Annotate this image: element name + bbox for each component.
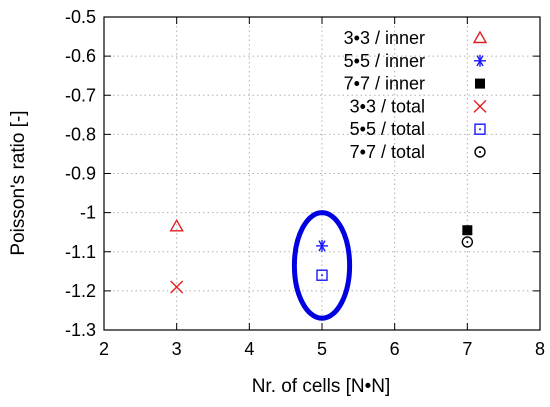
data-point-series-6 bbox=[461, 236, 474, 248]
x-tick-label: 4 bbox=[244, 339, 254, 359]
legend-label: 7•7 / inner bbox=[344, 74, 425, 94]
y-tick-label: -0.9 bbox=[65, 164, 96, 184]
x-axis-label: Nr. of cells [N•N] bbox=[252, 376, 391, 397]
data-point-series-3 bbox=[462, 225, 473, 236]
legend-label: 7•7 / total bbox=[350, 142, 425, 162]
y-tick-label: -1 bbox=[80, 203, 96, 223]
legend-label: 3•3 / total bbox=[350, 96, 425, 116]
x-tick-label: 7 bbox=[462, 339, 472, 359]
legend-label: 5•5 / total bbox=[350, 119, 425, 139]
data-point-series-5 bbox=[316, 269, 328, 281]
highlight-ellipse-shape bbox=[291, 210, 353, 321]
y-axis-label: Poisson's ratio [-] bbox=[8, 110, 29, 255]
y-tick-label: -0.7 bbox=[65, 85, 96, 105]
data-point-series-2 bbox=[316, 239, 328, 252]
y-tick-label: -1.2 bbox=[65, 281, 96, 301]
x-tick-label: 2 bbox=[99, 339, 109, 359]
x-tick-label: 8 bbox=[535, 339, 545, 359]
legend-marker bbox=[473, 99, 487, 113]
legend-marker bbox=[474, 54, 486, 67]
y-tick-label: -1.3 bbox=[65, 320, 96, 340]
legend-marker bbox=[475, 78, 485, 89]
x-tick-label: 5 bbox=[317, 339, 327, 359]
y-tick-label: -1.1 bbox=[65, 242, 96, 262]
data-points bbox=[169, 218, 474, 294]
highlight-ellipse bbox=[291, 210, 353, 321]
legend-marker bbox=[474, 123, 486, 135]
x-tick-label: 6 bbox=[390, 339, 400, 359]
y-tick-label: -0.8 bbox=[65, 124, 96, 144]
grid-lines bbox=[104, 17, 540, 330]
y-tick-label: -0.6 bbox=[65, 46, 96, 66]
data-point-series-1 bbox=[169, 218, 184, 232]
legend-label: 3•3 / inner bbox=[344, 28, 425, 48]
x-tick-label: 3 bbox=[172, 339, 182, 359]
legend-marker bbox=[474, 146, 486, 158]
data-point-series-4 bbox=[170, 280, 184, 294]
legend-marker bbox=[472, 30, 488, 44]
y-tick-label: -0.5 bbox=[65, 7, 96, 27]
axis-ticks: 2 3 4 5 6 7 8 -0.5 -0.6 -0.7 -0.8 -0.9 -1 -1.1 -1.2 -1.… bbox=[65, 7, 545, 359]
legend-label: 5•5 / inner bbox=[344, 51, 425, 71]
